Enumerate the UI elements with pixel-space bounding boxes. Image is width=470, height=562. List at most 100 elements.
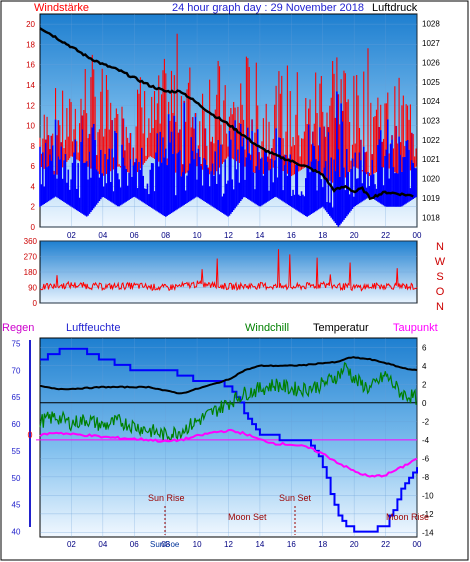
direction-y-tick: 90	[28, 284, 37, 293]
gust-bars	[39, 91, 417, 227]
compass-label: N	[436, 241, 444, 253]
wind-bars	[39, 33, 417, 183]
wind-y-tick: 16	[26, 61, 35, 70]
wind-y-tick: 6	[31, 162, 36, 171]
pressure-y-tick: 1022	[422, 136, 440, 145]
compass-label: N	[436, 301, 444, 313]
wind-x-tick: 06	[130, 231, 139, 240]
pressure-y-tick: 1019	[422, 194, 440, 203]
temp-x-tick: 02	[67, 540, 76, 549]
wind-x-tick: 22	[381, 231, 390, 240]
wind-x-tick: 18	[318, 231, 327, 240]
pressure-y-tick: 1025	[422, 78, 440, 87]
temperature-y-tick: 2	[422, 380, 427, 389]
direction-y-tick: 180	[24, 268, 38, 277]
wind-x-tick: 10	[193, 231, 202, 240]
legend-windchill: Windchill	[245, 322, 289, 334]
temperature-y-tick: 4	[422, 362, 427, 371]
pressure-y-tick: 1021	[422, 155, 440, 164]
temp-x-tick: 12	[224, 540, 233, 549]
temperature-y-tick: 6	[422, 343, 427, 352]
direction-y-tick: 270	[24, 253, 38, 262]
moonset-label: Moon Set	[228, 512, 267, 522]
rain-zero-label: 0	[27, 430, 32, 440]
wind-x-tick: 02	[67, 231, 76, 240]
temperature-y-tick: -14	[422, 528, 434, 537]
wind-y-tick: 18	[26, 40, 35, 49]
temp-x-tick: 08	[161, 540, 170, 549]
wind-x-axis: 02 04 06 08 10 12 14 16 18 20 22 00	[67, 231, 422, 240]
temperature-y-tick: -6	[422, 454, 430, 463]
temp-x-tick: 20	[350, 540, 359, 549]
humidity-y-axis: 40 45 50 55 60 65 70 75	[12, 339, 21, 536]
humidity-y-tick: 60	[12, 420, 21, 429]
humidity-y-tick: 40	[12, 528, 21, 537]
wind-y-tick: 12	[26, 101, 35, 110]
legend-regen: Regen	[2, 322, 34, 334]
compass-label: S	[436, 271, 443, 283]
wind-y-axis: 0 2 4 6 8 10 12 14 16 18 20	[26, 20, 35, 232]
wind-x-tick: 04	[98, 231, 107, 240]
header-right-label: Luftdruck	[372, 2, 418, 14]
wind-y-tick: 4	[31, 182, 36, 191]
temperature-y-tick: 0	[422, 399, 427, 408]
sunset-label: Sun Set	[279, 493, 312, 503]
temperature-y-tick: -10	[422, 491, 434, 500]
compass-label: W	[435, 256, 446, 268]
wind-y-tick: 10	[26, 122, 35, 131]
temperature-y-tick: -8	[422, 473, 430, 482]
wind-x-tick: 16	[287, 231, 296, 240]
wind-direction-line	[39, 249, 418, 292]
humidity-y-tick: 75	[12, 339, 21, 348]
temp-x-tick: 14	[255, 540, 264, 549]
legend-luftfeuchte: Luftfeuchte	[66, 322, 120, 334]
pressure-line	[39, 27, 414, 201]
temperature-y-tick: -4	[422, 436, 430, 445]
sungoe-label: SunGoe	[150, 540, 180, 549]
humidity-y-tick: 65	[12, 393, 21, 402]
header-left-label: Windstärke	[34, 2, 89, 14]
pressure-y-tick: 1020	[422, 175, 440, 184]
temperature-y-tick: -12	[422, 510, 434, 519]
sunrise-label: Sun Rise	[148, 493, 185, 503]
temperature-y-tick: -2	[422, 417, 430, 426]
pressure-y-tick: 1028	[422, 20, 440, 29]
wind-x-tick: 00	[413, 231, 422, 240]
humidity-y-tick: 50	[12, 474, 21, 483]
legend-taupunkt: Taupunkt	[393, 322, 438, 334]
wind-x-tick: 14	[255, 231, 264, 240]
pressure-y-tick: 1024	[422, 97, 440, 106]
temp-x-tick: 00	[413, 540, 422, 549]
temp-x-tick: 10	[193, 540, 202, 549]
humidity-y-tick: 70	[12, 366, 21, 375]
direction-y-tick: 0	[33, 299, 38, 308]
temp-x-tick: 18	[318, 540, 327, 549]
wind-y-tick: 8	[31, 142, 36, 151]
wind-y-tick: 0	[31, 223, 36, 232]
direction-y-tick: 360	[24, 237, 38, 246]
temp-x-tick: 22	[381, 540, 390, 549]
moonrise-label: Moon Rise	[386, 512, 429, 522]
temp-x-tick: 04	[98, 540, 107, 549]
pressure-y-tick: 1026	[422, 58, 440, 67]
header-title: 24 hour graph day : 29 November 2018	[172, 2, 364, 14]
wind-x-tick: 08	[161, 231, 170, 240]
wind-x-tick: 12	[224, 231, 233, 240]
temp-x-axis: 02 04 06 08 10 12 14 16 18 20 22 00	[67, 540, 422, 549]
legend-temperatur: Temperatur	[313, 322, 369, 334]
humidity-y-tick: 55	[12, 447, 21, 456]
temp-x-tick: 16	[287, 540, 296, 549]
humidity-y-tick: 45	[12, 501, 21, 510]
pressure-y-tick: 1027	[422, 39, 440, 48]
pressure-y-tick: 1023	[422, 117, 440, 126]
temperature-y-axis: -14 -12 -10 -8 -6 -4 -2 0 2 4 6	[422, 343, 434, 537]
wind-y-tick: 2	[31, 203, 36, 212]
direction-y-axis: 360 270 180 90 0	[24, 237, 38, 308]
pressure-y-axis: 1018 1019 1020 1021 1022 1023 1024 1025 1026 1027…	[422, 20, 440, 223]
wind-y-tick: 20	[26, 20, 35, 29]
temperature-line	[39, 356, 418, 395]
compass-label: O	[436, 286, 445, 298]
temp-x-tick: 06	[130, 540, 139, 549]
